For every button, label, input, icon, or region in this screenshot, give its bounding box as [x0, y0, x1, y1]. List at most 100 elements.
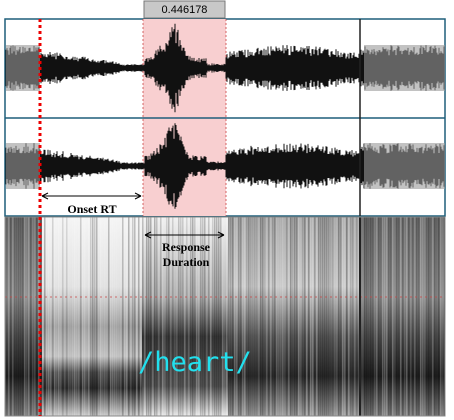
streak	[264, 217, 266, 416]
streak	[376, 217, 378, 416]
streak	[366, 217, 368, 416]
streak	[12, 217, 14, 416]
streak	[424, 217, 426, 416]
streak	[28, 217, 30, 416]
streak	[80, 217, 82, 416]
streak	[372, 217, 374, 416]
clipped-block	[364, 45, 445, 91]
streak	[112, 217, 114, 416]
streak	[342, 217, 344, 416]
streak	[198, 217, 200, 416]
streak	[422, 217, 424, 416]
streak	[192, 217, 194, 416]
streak	[100, 217, 102, 416]
streak	[58, 217, 60, 416]
streak	[62, 217, 64, 416]
streak	[20, 217, 22, 416]
streak	[308, 217, 310, 416]
streak	[182, 217, 184, 416]
streak	[244, 217, 246, 416]
streak	[194, 217, 196, 416]
streak	[398, 217, 400, 416]
clipped-block	[6, 143, 40, 189]
streak	[132, 217, 134, 416]
streak	[42, 217, 44, 416]
streak	[144, 217, 146, 416]
streak	[220, 217, 222, 416]
streak	[250, 217, 252, 416]
streak	[204, 217, 206, 416]
streak	[420, 217, 422, 416]
streak	[116, 217, 118, 416]
streak	[248, 217, 250, 416]
streak	[232, 217, 234, 416]
streak	[256, 217, 258, 416]
streak	[440, 217, 442, 416]
streak	[226, 217, 228, 416]
streak	[396, 217, 398, 416]
streak	[188, 217, 190, 416]
streak	[66, 217, 68, 416]
streak	[96, 217, 98, 416]
streak	[368, 217, 370, 416]
clipped-block	[6, 45, 40, 91]
streak	[54, 217, 56, 416]
streak	[278, 217, 280, 416]
onset-rt-label: Onset RT	[67, 202, 116, 216]
streak	[52, 217, 54, 416]
streak	[228, 217, 230, 416]
streak	[174, 217, 176, 416]
streak	[122, 217, 124, 416]
streak	[166, 217, 168, 416]
streak	[60, 217, 62, 416]
streak	[32, 217, 34, 416]
streak	[142, 217, 144, 416]
streak	[202, 217, 204, 416]
streak	[6, 217, 8, 416]
streak	[402, 217, 404, 416]
streak	[330, 217, 332, 416]
response-duration-arrow	[144, 231, 225, 239]
spectrogram-region	[228, 217, 360, 416]
streak	[92, 217, 94, 416]
word-label: /heart/	[138, 347, 252, 378]
streak	[384, 217, 386, 416]
streak	[18, 217, 20, 416]
streak	[110, 217, 112, 416]
streak	[160, 217, 162, 416]
streak	[260, 217, 262, 416]
streak	[354, 217, 356, 416]
streak	[196, 217, 198, 416]
streak	[418, 217, 420, 416]
streak	[320, 217, 322, 416]
streak	[370, 217, 372, 416]
waveforms	[5, 23, 445, 209]
streak	[340, 217, 342, 416]
streak	[282, 217, 284, 416]
spectrogram	[4, 216, 446, 417]
streak	[442, 217, 444, 416]
response-duration-label: Response	[162, 240, 211, 254]
streak	[382, 217, 384, 416]
streak	[118, 217, 120, 416]
streak	[346, 217, 348, 416]
streak	[246, 217, 248, 416]
streak	[172, 217, 174, 416]
streak	[406, 217, 408, 416]
streak	[378, 217, 380, 416]
streak	[414, 217, 416, 416]
streak	[258, 217, 260, 416]
streak	[380, 217, 382, 416]
streak	[326, 217, 328, 416]
streak	[262, 217, 264, 416]
streak	[266, 217, 268, 416]
streak	[168, 217, 170, 416]
streak	[436, 217, 438, 416]
streak	[126, 217, 128, 416]
response-duration-label: Duration	[163, 255, 210, 269]
streak	[24, 217, 26, 416]
streak	[390, 217, 392, 416]
streak	[386, 217, 388, 416]
streak	[64, 217, 66, 416]
